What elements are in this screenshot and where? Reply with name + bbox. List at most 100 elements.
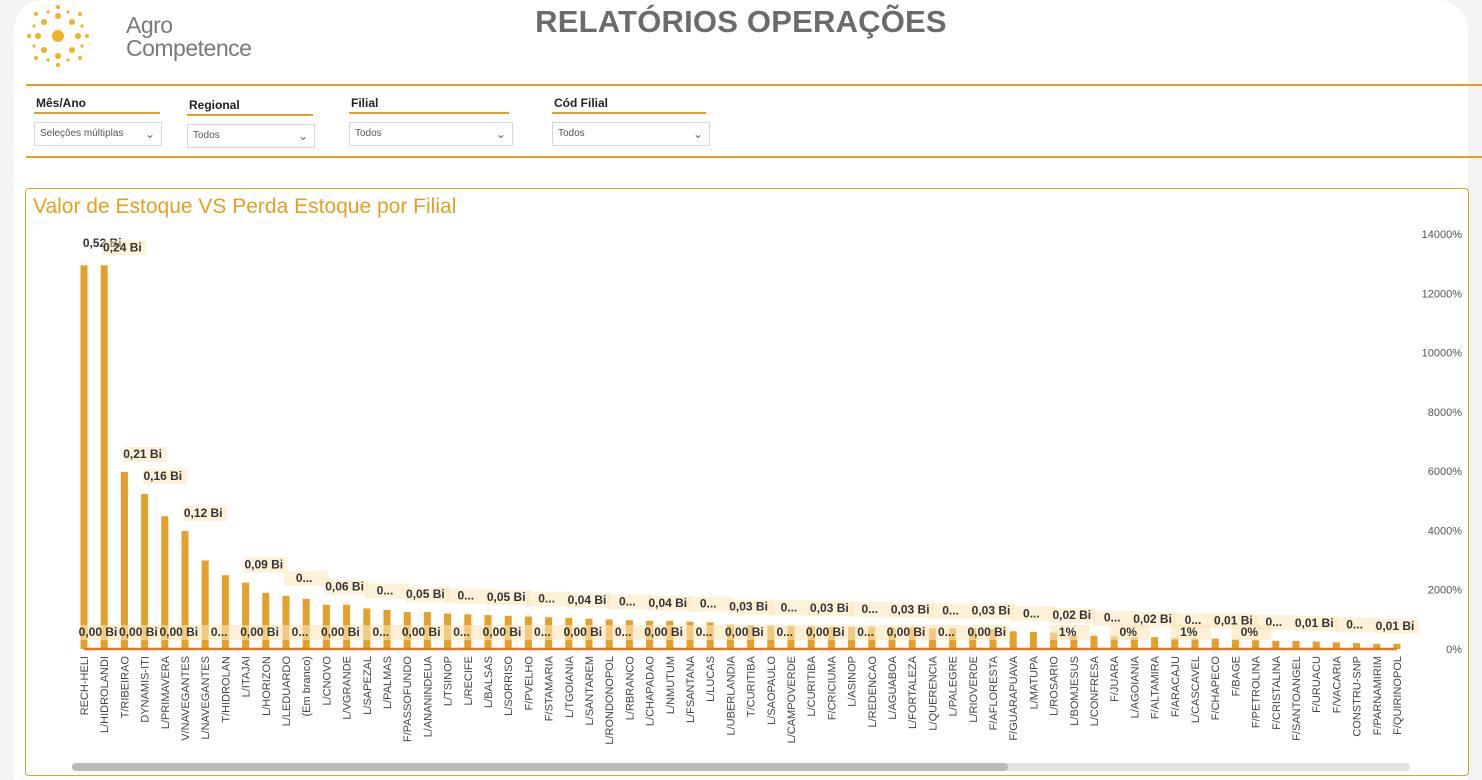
bar — [262, 592, 270, 649]
x-axis-category-label: F/STAMARIA — [544, 655, 556, 721]
cod-filial-dropdown[interactable]: Todos ⌄ — [552, 122, 710, 146]
x-axis-category-label: F/PASSOFUNDO — [402, 656, 414, 742]
loss-label-background — [564, 625, 605, 640]
data-label: 0,06 Bi — [325, 580, 364, 594]
loss-data-label: 0,00 Bi — [159, 625, 198, 639]
data-label-background — [769, 600, 813, 616]
x-axis-category-label: L/NMUTUM — [665, 656, 677, 714]
x-axis-category-label: F/ARACAJU — [1170, 656, 1182, 717]
data-label: 0... — [538, 592, 555, 606]
mes-ano-dropdown[interactable]: Seleções múltiplas ⌄ — [34, 122, 162, 146]
loss-label-background — [968, 625, 1009, 640]
dropdown-value: Seleções múltiplas — [40, 128, 124, 139]
y-axis-tick-label: 2000% — [1428, 585, 1462, 597]
data-label-background — [526, 591, 571, 607]
horizontal-scrollbar[interactable] — [72, 763, 1410, 771]
x-axis-category-label: F/GUARAPUAVA — [1008, 655, 1020, 740]
loss-data-label: 0... — [857, 625, 874, 639]
loss-label-background — [1170, 625, 1211, 640]
divider-top — [26, 84, 1482, 86]
agro-competence-logo: Agro Competence — [26, 4, 266, 68]
x-axis-category-label: F/PARNAMIRIM — [1372, 656, 1384, 735]
loss-data-label: 0... — [938, 625, 955, 639]
data-label: 0... — [377, 583, 394, 597]
loss-label-background — [160, 625, 201, 640]
x-axis-category-label: F/PETROLINA — [1251, 655, 1263, 728]
x-axis-category-label: F/ALTAMIRA — [1150, 655, 1162, 719]
data-label-background — [405, 587, 450, 603]
data-label-background — [1375, 618, 1419, 634]
loss-data-label: 0% — [1120, 625, 1138, 639]
data-label-background — [1051, 607, 1096, 623]
loss-data-label: 0... — [372, 625, 389, 639]
filial-dropdown[interactable]: Todos ⌄ — [349, 122, 513, 146]
chevron-down-icon: ⌄ — [144, 127, 155, 141]
x-axis-category-label: T/HIDROLAN — [220, 656, 232, 723]
x-axis-category-label: L/RECIFE — [463, 656, 475, 706]
data-label-background — [930, 603, 975, 619]
x-axis-category-label: L/ANANINDEUA — [422, 655, 434, 737]
data-label-background — [971, 603, 1015, 619]
data-label: 0... — [781, 600, 798, 614]
data-label-background — [122, 446, 167, 462]
loss-data-label: 0... — [776, 625, 793, 639]
x-axis-category-label: L/TSINOP — [443, 656, 455, 706]
x-axis-category-label: L/PRIMAVERA — [160, 655, 172, 729]
scrollbar-thumb[interactable] — [72, 763, 1008, 771]
bar — [221, 575, 229, 649]
loss-label-background — [726, 625, 767, 640]
x-axis-category-label: L/SANTAREM — [584, 656, 596, 725]
bar — [1252, 640, 1260, 649]
data-label-background — [183, 505, 228, 521]
loss-data-label: 0,00 Bi — [79, 625, 118, 639]
x-axis-category-label: L/LUCAS — [705, 656, 717, 702]
data-label: 0,01 Bi — [1214, 614, 1253, 628]
loss-label-background — [807, 625, 848, 640]
filter-cod-filial: Cód Filial Todos ⌄ — [552, 96, 710, 146]
data-label: 0,09 Bi — [244, 558, 283, 572]
data-label: 0,04 Bi — [648, 596, 687, 610]
filter-filial: Filial Todos ⌄ — [349, 96, 513, 146]
loss-label-background — [645, 625, 686, 640]
bar — [201, 560, 209, 649]
y-axis-tick-label: 14000% — [1422, 229, 1463, 241]
x-axis-category-label: L/RIOVERDE — [968, 656, 980, 723]
data-label: 0,01 Bi — [1295, 616, 1334, 630]
x-axis-category-label: F/CRICIUMA — [826, 655, 838, 720]
x-axis-category-label: L/SAPEZAL — [362, 656, 374, 715]
filter-label: Filial — [349, 96, 509, 114]
loss-data-label: 0,00 Bi — [644, 625, 683, 639]
bar — [1211, 638, 1219, 649]
bar — [1009, 631, 1017, 649]
bar — [80, 265, 88, 649]
data-label-background — [1294, 615, 1339, 631]
x-axis-category-label: L/NAVEGANTES — [200, 656, 212, 740]
x-axis-category-label: F/CHAPECO — [1210, 656, 1222, 721]
x-axis-category-label: L/CAMPOVERDE — [786, 656, 798, 743]
data-label-background — [284, 570, 329, 586]
data-label: 0,24 Bi — [103, 240, 142, 254]
data-label-background — [1173, 612, 1217, 628]
data-label-background — [809, 601, 854, 617]
loss-label-background — [766, 625, 807, 640]
regional-dropdown[interactable]: Todos ⌄ — [187, 124, 315, 148]
loss-data-label: 0,00 Bi — [402, 625, 441, 639]
x-axis-category-label: T/RIBEIRAO — [119, 656, 131, 719]
y-axis-tick-label: 0% — [1446, 644, 1462, 656]
data-label: 0,02 Bi — [1133, 612, 1172, 626]
data-label: 0... — [1185, 613, 1202, 627]
loss-label-background — [928, 625, 969, 640]
data-label-background — [102, 240, 147, 256]
x-axis-category-label: L/CNOVO — [321, 656, 333, 706]
bar — [161, 516, 169, 649]
bar — [141, 494, 149, 649]
data-label: 0,03 Bi — [972, 603, 1011, 617]
x-axis-category-label: L/CASCAVEL — [1190, 656, 1202, 723]
data-label: 0... — [1023, 606, 1040, 620]
x-axis-category-label: V/NAVEGANTES — [180, 656, 192, 741]
x-axis-category-label: L/HORIZON — [261, 656, 273, 716]
data-label-background — [647, 595, 692, 611]
x-axis-category-label: (Em branco) — [301, 656, 313, 717]
data-label-background — [486, 590, 531, 606]
